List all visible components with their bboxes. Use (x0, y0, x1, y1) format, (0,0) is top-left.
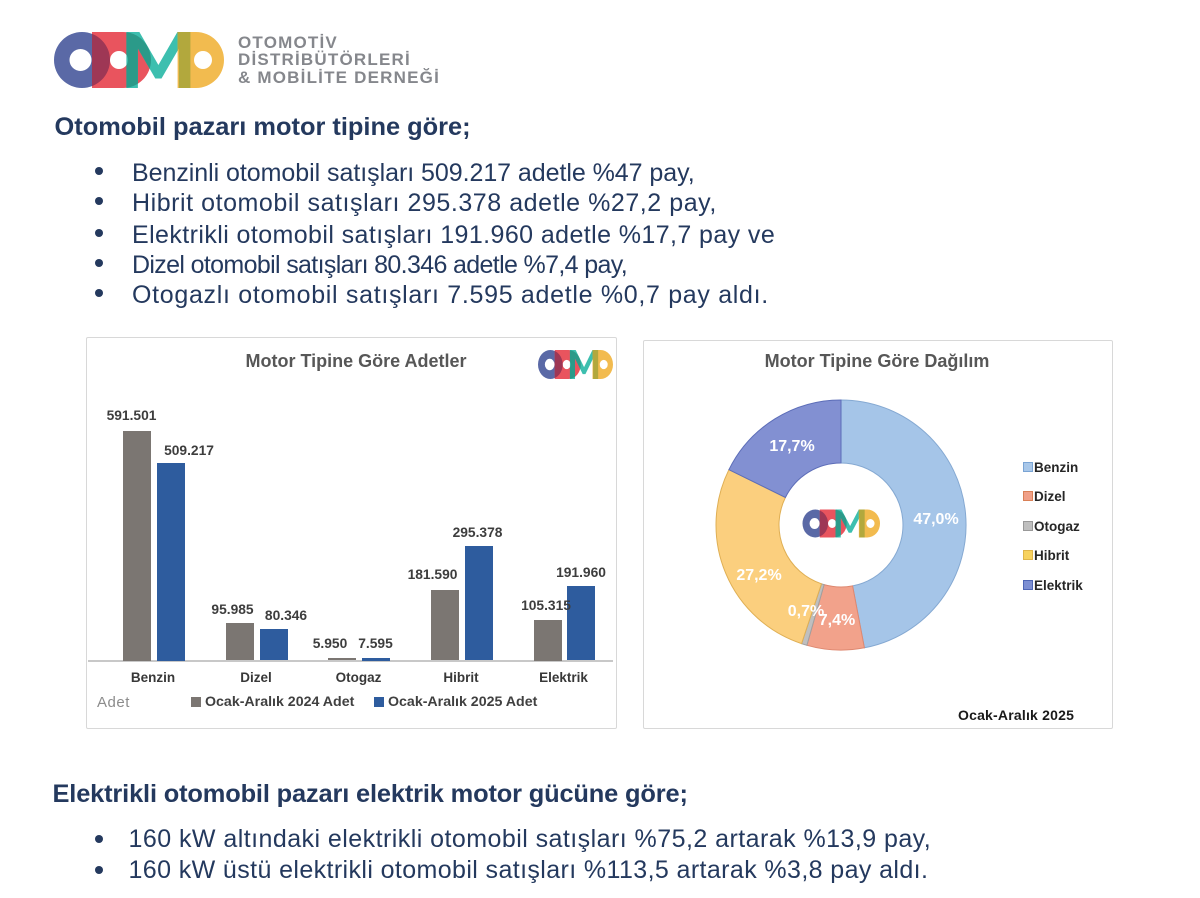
svg-text:0,7%: 0,7% (788, 603, 824, 620)
svg-text:27,2%: 27,2% (736, 567, 781, 584)
svg-text:7,4%: 7,4% (819, 612, 855, 629)
svg-text:17,7%: 17,7% (769, 438, 814, 455)
svg-text:47,0%: 47,0% (913, 511, 958, 528)
